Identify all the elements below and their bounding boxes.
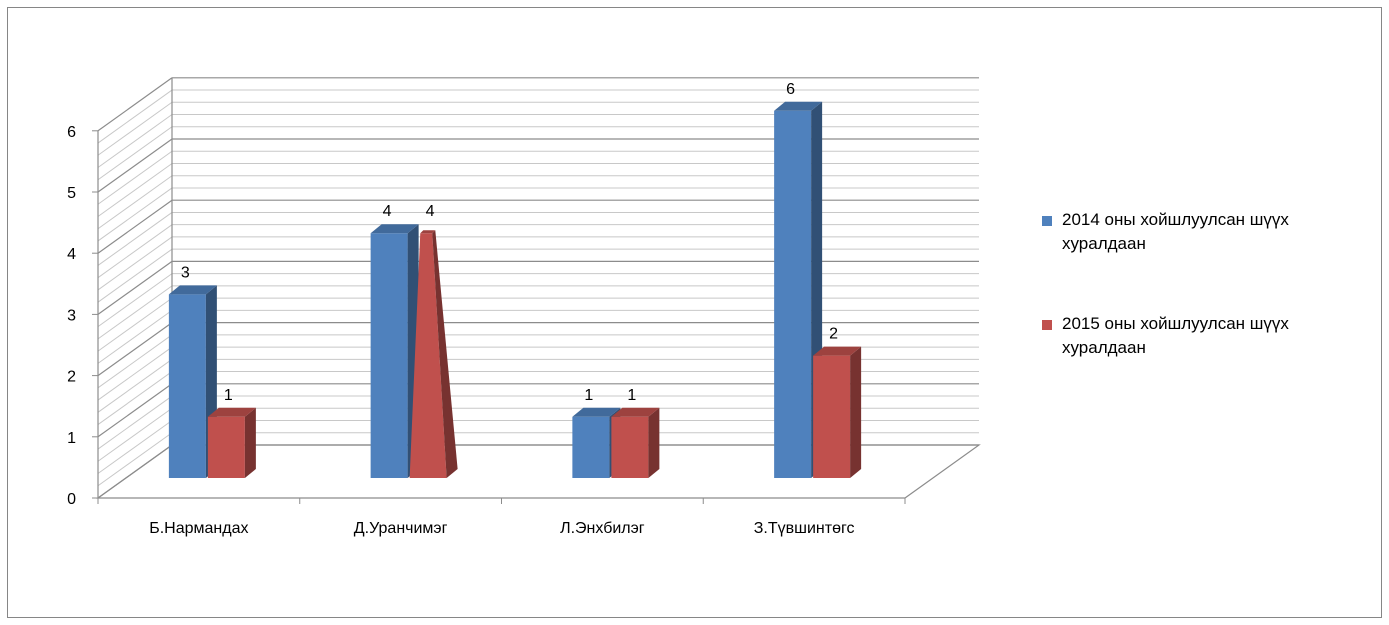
side-gridline-minor xyxy=(97,358,173,413)
bar-front xyxy=(813,355,851,478)
x-category-label: Д.Уранчимэг xyxy=(354,520,448,537)
bar-data-label: 2 xyxy=(829,326,838,343)
bar-top xyxy=(168,285,217,295)
bar-top xyxy=(420,230,436,234)
bar-data-label: 1 xyxy=(627,387,636,404)
side-gridline-minor xyxy=(97,89,173,144)
side-gridline-minor xyxy=(97,346,173,401)
bar-top xyxy=(572,407,621,417)
side-gridline-minor xyxy=(97,273,173,328)
side-gridline-major xyxy=(97,444,173,499)
y-tick-label: 2 xyxy=(67,369,76,386)
legend-swatch-2014 xyxy=(1042,216,1052,226)
legend-label-2015: 2015 оны хойшлуулсан шүүх хуралдаан xyxy=(1062,314,1289,357)
side-gridline-minor xyxy=(97,248,173,303)
side-gridline-major xyxy=(97,199,173,254)
x-category-label: Л.Энхбилэг xyxy=(560,520,645,537)
side-gridline-minor xyxy=(97,334,173,389)
side-gridline-minor xyxy=(97,224,173,279)
bar-top xyxy=(207,407,256,417)
side-gridline-minor xyxy=(97,395,173,450)
side-gridline-major xyxy=(97,322,173,377)
side-gridline-minor xyxy=(97,236,173,291)
side-gridline-minor xyxy=(97,150,173,205)
bar-data-label: 6 xyxy=(786,81,795,98)
bar-top xyxy=(370,224,419,234)
side-gridline-major xyxy=(97,383,173,438)
legend-label-2014: 2014 оны хойшлуулсан шүүх хуралдаан xyxy=(1062,210,1289,253)
side-gridline-major xyxy=(97,77,173,132)
legend-swatch-2015 xyxy=(1042,320,1052,330)
y-tick-label: 0 xyxy=(67,491,76,508)
y-tick-label: 5 xyxy=(67,185,76,202)
side-gridline-minor xyxy=(97,126,173,181)
bar-top xyxy=(611,407,660,417)
side-gridline-minor xyxy=(97,297,173,352)
legend-item-2014: 2014 оны хойшлуулсан шүүх хуралдаан xyxy=(1042,208,1342,256)
side-gridline-minor xyxy=(97,420,173,474)
bar-data-label: 4 xyxy=(383,203,392,220)
side-gridline-minor xyxy=(97,175,173,230)
bar-top xyxy=(774,101,823,111)
bar-top xyxy=(813,346,862,356)
bar-data-label: 4 xyxy=(426,203,435,220)
bar-front xyxy=(774,110,812,479)
chart-frame xyxy=(7,7,1382,618)
y-tick-label: 3 xyxy=(67,307,76,324)
bar-front xyxy=(168,294,206,478)
bar-side xyxy=(850,346,862,478)
bar-front xyxy=(207,416,245,478)
side-gridline-minor xyxy=(97,114,173,168)
bar-front xyxy=(409,233,447,478)
bar-front xyxy=(572,416,610,478)
side-gridline-major xyxy=(97,260,173,315)
legend-item-2015: 2015 оны хойшлуулсан шүүх хуралдаан xyxy=(1042,312,1342,360)
x-category-label: З.Түвшинтөгс xyxy=(754,520,855,537)
y-tick-label: 4 xyxy=(67,246,76,263)
bar-side xyxy=(244,407,256,478)
bar-data-label: 1 xyxy=(224,387,233,404)
legend: 2014 оны хойшлуулсан шүүх хуралдаан 2015… xyxy=(1042,208,1342,416)
bar-side xyxy=(648,407,660,478)
side-gridline-minor xyxy=(97,212,173,266)
side-gridline-minor xyxy=(97,407,173,462)
bar-data-label: 3 xyxy=(181,264,190,281)
bar-data-label: 1 xyxy=(584,387,593,404)
bar-side xyxy=(432,230,458,478)
y-tick-label: 6 xyxy=(67,124,76,141)
side-gridline-minor xyxy=(97,101,173,156)
side-gridline-minor xyxy=(97,371,173,425)
x-category-label: Б.Нармандах xyxy=(149,520,248,537)
side-gridline-minor xyxy=(97,163,173,217)
y-tick-label: 1 xyxy=(67,430,76,447)
bar-front xyxy=(370,233,408,478)
side-gridline-minor xyxy=(97,432,173,487)
bar-front xyxy=(611,416,649,478)
side-gridline-minor xyxy=(97,187,173,242)
side-gridline-major xyxy=(97,138,173,193)
side-gridline-minor xyxy=(97,309,173,364)
side-gridline-minor xyxy=(97,285,173,340)
